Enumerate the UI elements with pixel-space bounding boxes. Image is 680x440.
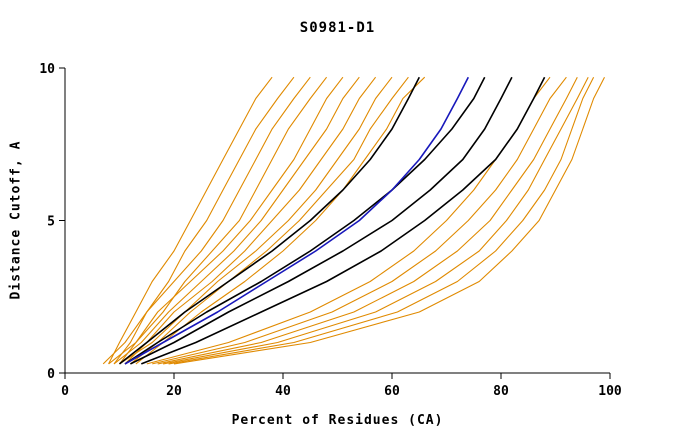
series-line-model-orange-4 [108,76,328,365]
series-line-model-black-4 [141,76,546,365]
y-tick-label: 0 [47,367,55,382]
x-tick-label: 80 [493,384,509,399]
series-line-model-orange-13 [157,76,578,365]
series-line-model-black-1 [119,76,421,365]
series-line-model-orange-15 [168,76,595,365]
series-line-model-orange-1 [108,76,273,365]
series-line-model-orange-2 [102,76,295,365]
x-tick-label: 100 [598,384,622,399]
series-line-model-orange-10 [135,76,426,365]
series-line-model-blue-1 [124,76,470,365]
x-tick-label: 60 [384,384,400,399]
x-tick-label: 20 [166,384,182,399]
series-line-model-orange-7 [124,76,377,365]
series-line-model-orange-5 [119,76,344,365]
series-line-model-orange-12 [152,76,567,365]
x-axis-label: Percent of Residues (CA) [231,413,444,428]
x-tick-label: 40 [275,384,291,399]
series-line-model-orange-16 [173,76,605,365]
series-line-model-black-2 [124,76,486,365]
series-line-model-orange-9 [130,76,409,365]
series-line-model-black-3 [130,76,513,365]
y-tick-label: 5 [47,215,55,230]
y-tick-label: 10 [39,62,55,77]
series-line-model-orange-3 [113,76,311,365]
x-tick-label: 0 [61,384,69,399]
series-line-model-orange-14 [162,76,589,365]
chart-title: S0981-D1 [299,20,376,36]
series-line-model-orange-8 [119,76,393,365]
series-line-model-orange-6 [113,76,360,365]
